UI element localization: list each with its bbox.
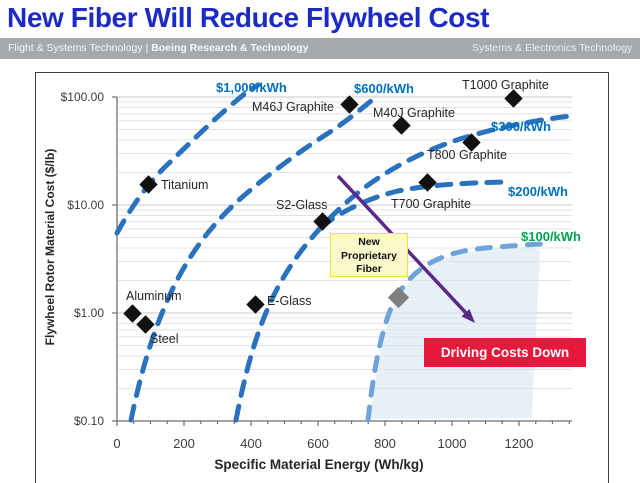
- iso-cost-curves: [114, 82, 574, 423]
- y-tick-label: $10.00: [67, 198, 104, 212]
- point-label-t800: T800 Graphite: [427, 148, 507, 162]
- target-cost-region: [370, 246, 540, 419]
- y-axis-title: Flywheel Rotor Material Cost ($/lb): [43, 148, 57, 346]
- y-tick-label: $0.10: [73, 414, 104, 428]
- point-label-steel: Steel: [150, 332, 179, 346]
- contour-curve-100kwh: [365, 241, 549, 423]
- x-tick-label: 600: [307, 436, 329, 451]
- contour-curve-600kwh: [128, 98, 374, 423]
- contour-curve-300kwh: [233, 113, 574, 423]
- y-tick-label: $100.00: [60, 90, 104, 104]
- contour-label-200kwh: $200/kWh: [508, 184, 568, 199]
- point-label-m40j: M40J Graphite: [373, 106, 455, 120]
- contour-label-600kwh: $600/kWh: [354, 81, 414, 96]
- driving-costs-down-callout: Driving Costs Down: [424, 338, 586, 367]
- x-tick-label: 0: [113, 436, 121, 451]
- header-left-bold: Boeing Research & Technology: [151, 42, 309, 54]
- contour-label-100kwh: $100/kWh: [521, 229, 581, 244]
- header-bar: Flight & Systems Technology | Boeing Res…: [0, 38, 640, 59]
- header-left-text: Flight & Systems Technology | Boeing Res…: [8, 38, 309, 59]
- header-right-text: Systems & Electronics Technology: [472, 42, 633, 54]
- y-tick-label: $1.00: [73, 306, 104, 320]
- x-axis-title: Specific Material Energy (Wh/kg): [214, 457, 424, 472]
- point-label-titanium: Titanium: [161, 178, 209, 192]
- note-line-3: Fiber: [356, 263, 382, 276]
- header-left-regular: Flight & Systems Technology |: [8, 42, 152, 54]
- x-tick-label: 1000: [437, 436, 467, 451]
- point-label-m46j: M46J Graphite: [252, 100, 334, 114]
- x-tick-label: 1200: [504, 436, 534, 451]
- contour-curve-200kwh: [318, 179, 508, 230]
- point-label-t1000: T1000 Graphite: [462, 78, 549, 92]
- note-line-2: Proprietary: [340, 249, 398, 262]
- point-label-aluminum: Aluminum: [126, 289, 182, 303]
- contour-curve-1000kwh: [114, 82, 261, 236]
- x-tick-label: 400: [240, 436, 262, 451]
- point-label-e-glass: E-Glass: [267, 294, 312, 308]
- contour-label-300kwh: $300/kWh: [491, 119, 551, 134]
- axes: [112, 96, 572, 426]
- point-label-s2-glass: S2-Glass: [276, 198, 328, 212]
- new-proprietary-fiber-note: New Proprietary Fiber: [330, 233, 408, 277]
- note-line-1: New: [358, 236, 380, 248]
- point-label-t700: T700 Graphite: [391, 197, 471, 211]
- contour-label-1000kwh: $1,000/kWh: [216, 80, 287, 95]
- page-title: New Fiber Will Reduce Flywheel Cost: [7, 2, 490, 33]
- x-tick-label: 800: [374, 436, 396, 451]
- x-tick-label: 200: [173, 436, 195, 451]
